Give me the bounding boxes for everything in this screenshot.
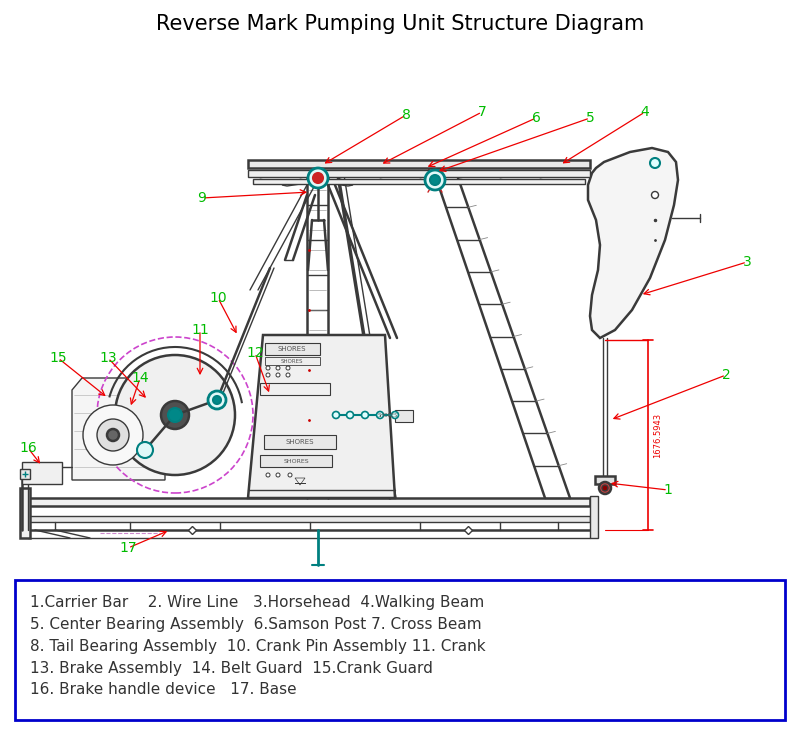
Bar xyxy=(265,343,320,355)
Circle shape xyxy=(276,373,280,377)
Text: 4: 4 xyxy=(641,105,650,119)
Circle shape xyxy=(208,391,226,409)
Circle shape xyxy=(599,482,611,494)
Bar xyxy=(248,160,590,168)
Text: 10: 10 xyxy=(209,291,227,305)
Circle shape xyxy=(430,175,440,185)
Text: 3: 3 xyxy=(742,255,751,269)
Bar xyxy=(260,383,330,395)
Bar xyxy=(264,435,336,449)
Circle shape xyxy=(602,485,608,491)
Circle shape xyxy=(266,366,270,370)
Circle shape xyxy=(168,408,182,422)
Circle shape xyxy=(107,429,119,441)
Text: Reverse Mark Pumping Unit Structure Diagram: Reverse Mark Pumping Unit Structure Diag… xyxy=(156,14,644,34)
Circle shape xyxy=(137,442,153,458)
Text: 14: 14 xyxy=(131,371,149,385)
Circle shape xyxy=(286,366,290,370)
Text: 13: 13 xyxy=(99,351,117,365)
Circle shape xyxy=(276,473,280,477)
Circle shape xyxy=(276,366,280,370)
Text: 9: 9 xyxy=(198,191,206,205)
Bar xyxy=(253,179,585,184)
Text: 1.Carrier Bar    2. Wire Line   3.Horsehead  4.Walking Beam: 1.Carrier Bar 2. Wire Line 3.Horsehead 4… xyxy=(30,595,484,609)
Bar xyxy=(20,469,30,479)
Circle shape xyxy=(313,173,323,183)
Circle shape xyxy=(362,411,369,418)
Bar xyxy=(595,476,615,484)
Text: SHORES: SHORES xyxy=(281,359,303,364)
Text: 8: 8 xyxy=(402,108,410,122)
Text: SHORES: SHORES xyxy=(378,413,398,418)
Bar xyxy=(28,498,590,506)
Text: 16: 16 xyxy=(19,441,37,455)
Circle shape xyxy=(308,168,328,188)
Text: 7: 7 xyxy=(478,105,486,119)
Text: SHORES: SHORES xyxy=(278,346,306,352)
Text: 16. Brake handle device   17. Base: 16. Brake handle device 17. Base xyxy=(30,682,297,698)
Circle shape xyxy=(288,473,292,477)
Circle shape xyxy=(425,170,445,190)
Polygon shape xyxy=(248,335,395,498)
Circle shape xyxy=(115,355,235,475)
Bar xyxy=(22,462,62,484)
Text: 2: 2 xyxy=(722,368,730,382)
Bar xyxy=(265,357,320,365)
Circle shape xyxy=(97,419,129,451)
Bar xyxy=(248,170,590,177)
Text: 1: 1 xyxy=(663,483,673,497)
Text: 11: 11 xyxy=(191,323,209,337)
Bar xyxy=(20,488,30,538)
Bar xyxy=(28,516,590,522)
Text: 15: 15 xyxy=(49,351,67,365)
Circle shape xyxy=(266,373,270,377)
Circle shape xyxy=(266,473,270,477)
Bar xyxy=(590,496,598,538)
Bar xyxy=(15,580,785,720)
Text: 17: 17 xyxy=(119,541,137,555)
Circle shape xyxy=(213,396,221,404)
Circle shape xyxy=(83,405,143,465)
Circle shape xyxy=(377,411,383,418)
Text: 13. Brake Assembly  14. Belt Guard  15.Crank Guard: 13. Brake Assembly 14. Belt Guard 15.Cra… xyxy=(30,660,433,676)
Circle shape xyxy=(650,158,660,168)
Text: 5: 5 xyxy=(586,111,594,125)
Circle shape xyxy=(333,411,339,418)
Bar xyxy=(260,455,332,467)
Text: SHORES: SHORES xyxy=(286,439,314,445)
Circle shape xyxy=(286,373,290,377)
Polygon shape xyxy=(588,148,678,338)
Bar xyxy=(395,410,413,422)
Text: 5. Center Bearing Assembly  6.Samson Post 7. Cross Beam: 5. Center Bearing Assembly 6.Samson Post… xyxy=(30,617,482,631)
Polygon shape xyxy=(328,180,353,186)
Text: 6: 6 xyxy=(531,111,541,125)
Polygon shape xyxy=(282,180,307,186)
Text: 8. Tail Bearing Assembly  10. Crank Pin Assembly 11. Crank: 8. Tail Bearing Assembly 10. Crank Pin A… xyxy=(30,639,486,653)
Text: 1676.5943: 1676.5943 xyxy=(653,413,662,458)
Polygon shape xyxy=(72,378,165,480)
Text: SHORES: SHORES xyxy=(283,459,309,464)
Circle shape xyxy=(391,411,398,418)
Text: 12: 12 xyxy=(246,346,264,360)
Circle shape xyxy=(161,401,189,429)
Circle shape xyxy=(651,192,658,198)
Circle shape xyxy=(346,411,354,418)
